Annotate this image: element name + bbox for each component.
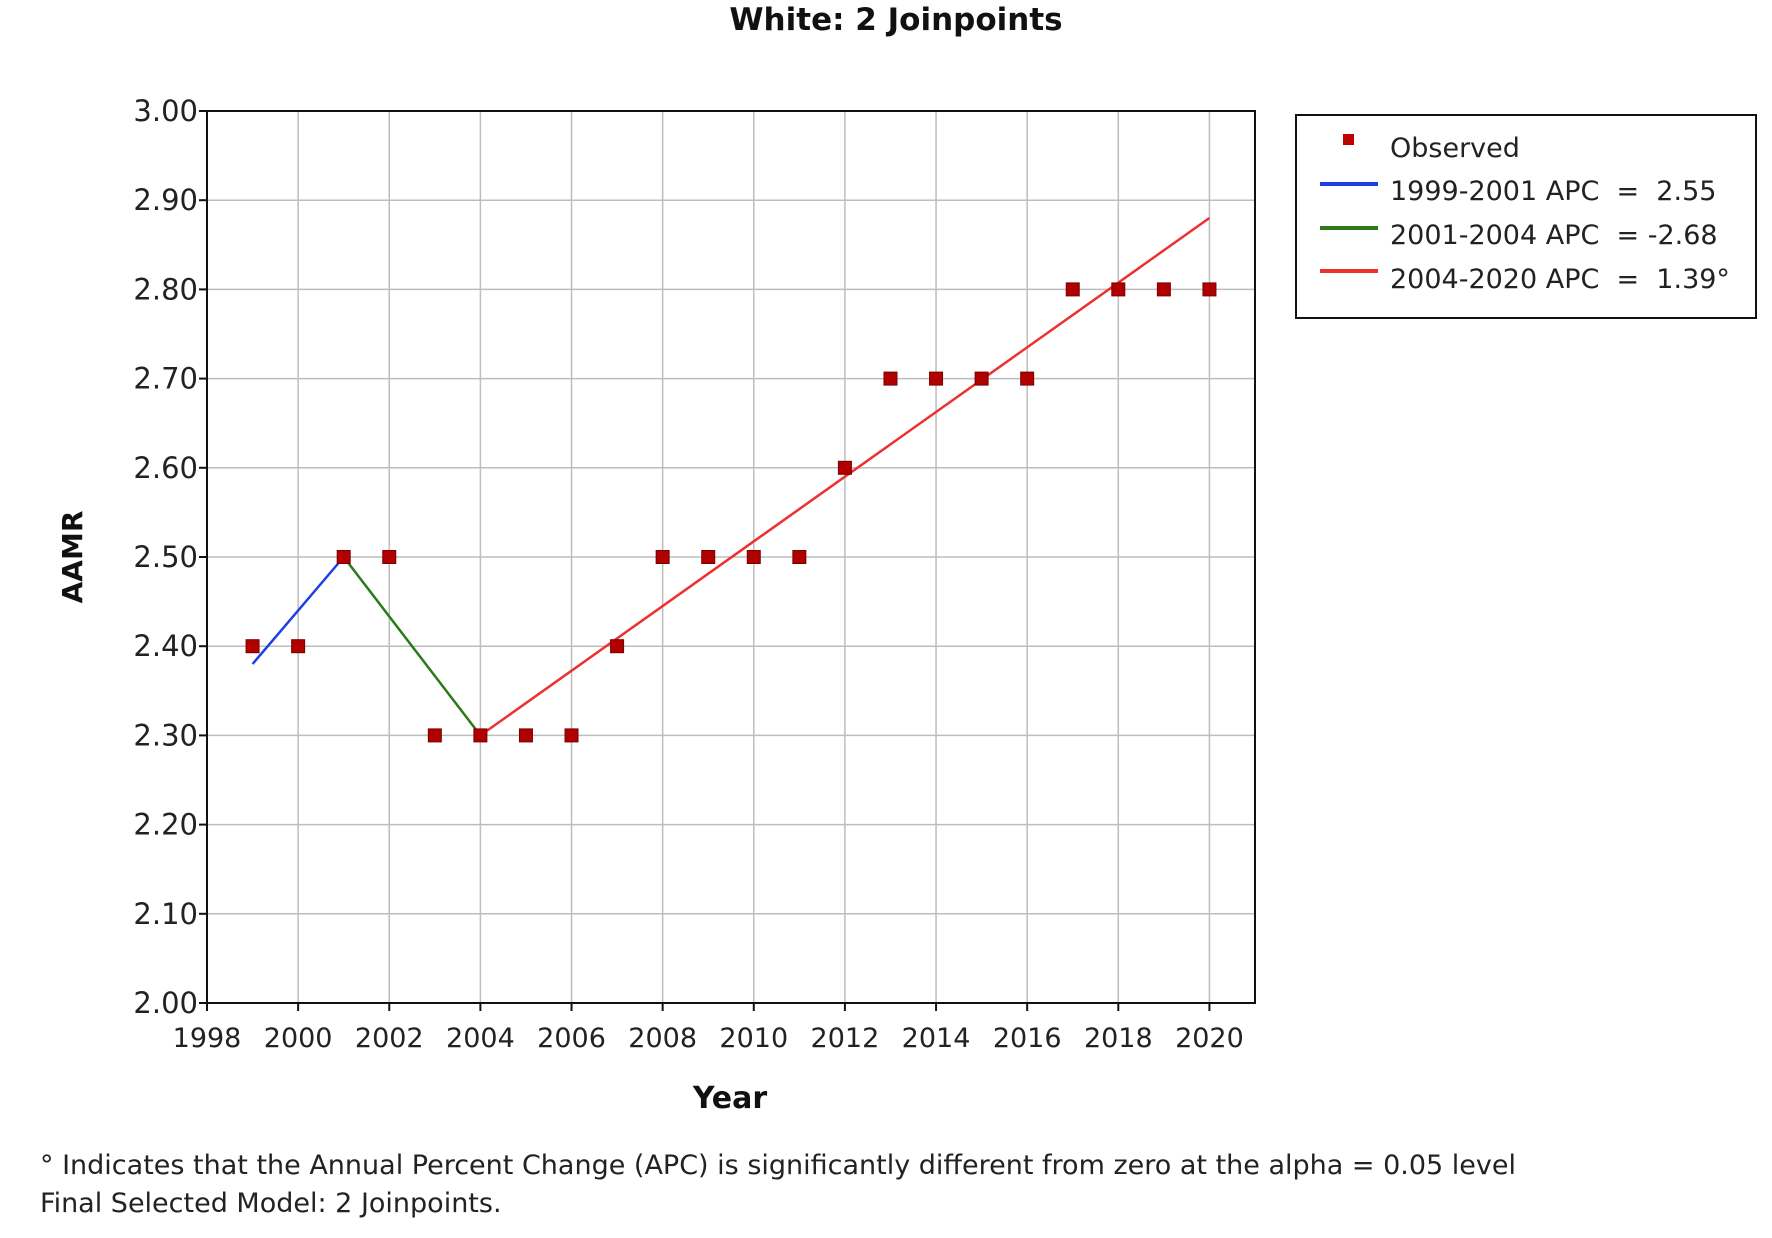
observed-point [291,639,306,654]
y-tick-label: 3.00 [133,94,198,128]
y-tick-label: 2.90 [133,183,198,217]
x-axis-label: Year [692,1081,768,1116]
trend-line-segment-2 [342,556,482,737]
x-tick-label: 2012 [811,1023,880,1054]
x-tick-label: 2014 [902,1023,971,1054]
y-tick-label: 2.30 [133,718,198,752]
x-tick-label: 2008 [628,1023,697,1054]
observed-point [792,550,807,564]
observed-point [974,371,989,386]
y-tick-label: 2.50 [133,540,198,574]
observed-point [1156,282,1171,297]
legend: Observed 1999-2001 APC = 2.55 2001-2004 … [1295,114,1757,319]
observed-point [427,728,442,743]
y-tick-label: 2.40 [133,629,198,663]
observed-point [1020,371,1035,386]
legend-label-segment-1: 1999-2001 APC = 2.55 [1390,176,1716,207]
observed-point [382,550,397,564]
footnote-significance: ° Indicates that the Annual Percent Chan… [40,1150,1516,1181]
x-tick-label: 2018 [1084,1023,1153,1054]
y-axis-label: AAMR [56,511,89,604]
observed-point [518,728,533,743]
x-tick-label: 2020 [1175,1023,1244,1054]
observed-point [701,550,716,564]
x-tick-label: 2016 [993,1023,1062,1054]
x-tick-label: 2000 [264,1023,333,1054]
y-tick-label: 2.70 [133,362,198,396]
observed-point [564,728,579,743]
footnote-final-model: Final Selected Model: 2 Joinpoints. [40,1188,502,1219]
x-axis-ticks: 1998 2000 2002 2004 2006 2008 2010 2012 2014 2016… [173,1003,1244,1054]
observed-point [1202,282,1217,297]
legend-label-segment-2: 2001-2004 APC = -2.68 [1390,220,1718,251]
observed-point [929,371,944,386]
legend-label-observed: Observed [1390,133,1520,164]
legend-marker-observed [1343,134,1354,145]
x-tick-label: 2006 [537,1023,606,1054]
legend-label-segment-3: 2004-2020 APC = 1.39° [1390,264,1730,295]
y-tick-label: 2.60 [133,451,198,485]
observed-point [610,639,625,654]
observed-point [473,728,488,743]
y-axis-ticks: 2.00 2.10 2.20 2.30 2.40 2.50 2.60 2.70 2.80 2.90… [133,94,207,1020]
y-tick-label: 2.10 [133,897,198,931]
observed-point [655,550,670,564]
observed-points [245,282,1217,743]
x-tick-label: 2004 [446,1023,515,1054]
trend-line-segment-1 [251,556,345,665]
observed-point [883,371,898,386]
observed-point [746,550,761,564]
observed-point [1111,282,1126,297]
observed-point [336,550,351,564]
legend-box [1295,114,1757,319]
y-tick-label: 2.20 [133,808,198,842]
y-tick-label: 2.00 [133,986,198,1020]
observed-point [1065,282,1080,297]
observed-point [245,639,260,654]
y-tick-label: 2.80 [133,272,198,306]
trend-lines [251,216,1211,737]
trend-line-segment-3 [479,216,1211,737]
x-tick-label: 1998 [173,1023,242,1054]
chart-title: White: 2 Joinpoints [729,2,1062,38]
x-tick-label: 2002 [355,1023,424,1054]
observed-point [837,460,852,475]
x-tick-label: 2010 [719,1023,788,1054]
